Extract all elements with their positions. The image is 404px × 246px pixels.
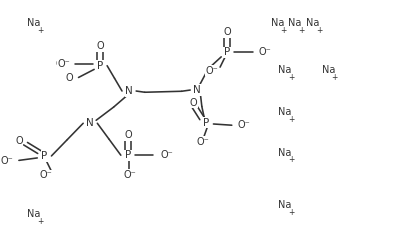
Text: Na: Na <box>278 148 292 157</box>
Text: N: N <box>125 86 133 96</box>
Text: O: O <box>15 136 23 146</box>
Text: O⁻: O⁻ <box>160 150 173 160</box>
Text: P: P <box>97 61 103 71</box>
Text: +: + <box>288 73 295 82</box>
Text: +: + <box>288 155 295 164</box>
Text: O: O <box>223 27 231 37</box>
Text: O⁻: O⁻ <box>124 170 136 180</box>
Text: +: + <box>288 115 295 124</box>
Text: Na: Na <box>278 107 292 117</box>
Text: +: + <box>331 73 338 82</box>
Text: +: + <box>37 26 44 35</box>
Text: P: P <box>125 150 131 160</box>
Text: O⁻: O⁻ <box>0 156 13 166</box>
Text: +: + <box>316 26 322 35</box>
Text: O⁻: O⁻ <box>196 137 209 147</box>
Text: P: P <box>41 151 48 161</box>
Text: Na: Na <box>278 65 292 75</box>
Text: O⁻: O⁻ <box>40 170 53 180</box>
Text: Na: Na <box>271 18 284 28</box>
Text: Na: Na <box>288 18 302 28</box>
Text: O⁻: O⁻ <box>58 60 71 69</box>
Text: O: O <box>96 41 104 51</box>
Text: P: P <box>203 118 209 128</box>
Text: O: O <box>190 98 198 108</box>
Text: N: N <box>86 118 94 128</box>
Text: +: + <box>288 208 295 217</box>
Text: O: O <box>66 74 74 83</box>
Text: O⁻: O⁻ <box>259 47 271 57</box>
Text: N: N <box>194 85 201 95</box>
Text: O⁻: O⁻ <box>206 66 219 76</box>
Text: +: + <box>280 26 287 35</box>
Text: O⁻: O⁻ <box>55 60 68 69</box>
Text: P: P <box>224 47 230 57</box>
Text: Na: Na <box>278 200 292 210</box>
Text: Na: Na <box>306 18 319 28</box>
Text: +: + <box>37 217 44 226</box>
Text: O: O <box>124 130 132 140</box>
Text: +: + <box>298 26 305 35</box>
Text: O⁻: O⁻ <box>238 120 250 130</box>
Text: Na: Na <box>27 18 41 28</box>
Text: Na: Na <box>27 209 41 219</box>
Text: Na: Na <box>322 65 335 75</box>
